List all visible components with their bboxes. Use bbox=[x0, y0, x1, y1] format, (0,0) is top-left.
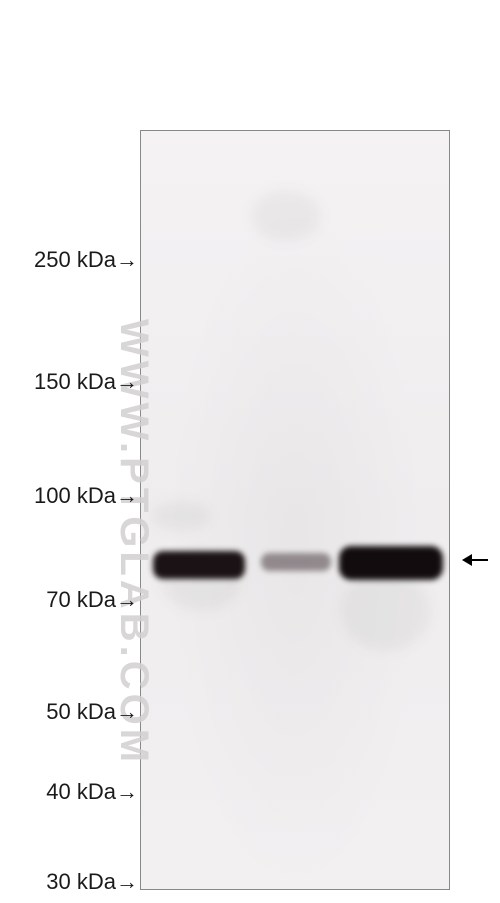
mw-text: 150 kDa bbox=[34, 369, 116, 394]
mw-marker-250: 250 kDa→ bbox=[0, 247, 138, 273]
band-hepg2 bbox=[153, 551, 245, 579]
lane-labels-group: HepG2 U-251 U-87 MG bbox=[0, 0, 500, 130]
mw-text: 100 kDa bbox=[34, 483, 116, 508]
arrow-icon: → bbox=[116, 699, 138, 724]
arrow-icon: → bbox=[116, 587, 138, 612]
mw-marker-30: 30 kDa→ bbox=[0, 869, 138, 895]
mw-text: 50 kDa bbox=[46, 699, 116, 724]
mw-marker-70: 70 kDa→ bbox=[0, 587, 138, 613]
blot-smudge bbox=[151, 501, 211, 531]
arrow-icon: → bbox=[116, 369, 138, 394]
arrow-icon: → bbox=[116, 869, 138, 894]
mw-text: 250 kDa bbox=[34, 247, 116, 272]
arrow-icon: → bbox=[116, 779, 138, 804]
mw-text: 40 kDa bbox=[46, 779, 116, 804]
mw-marker-50: 50 kDa→ bbox=[0, 699, 138, 725]
blot-smudge bbox=[341, 571, 431, 651]
mw-marker-100: 100 kDa→ bbox=[0, 483, 138, 509]
arrow-icon: → bbox=[116, 483, 138, 508]
band-u87mg bbox=[339, 546, 443, 580]
band-u251 bbox=[261, 553, 331, 571]
mw-marker-150: 150 kDa→ bbox=[0, 369, 138, 395]
mw-text: 30 kDa bbox=[46, 869, 116, 894]
blot-smudge bbox=[251, 191, 321, 241]
mw-text: 70 kDa bbox=[46, 587, 116, 612]
western-blot-figure: HepG2 U-251 U-87 MG WWW.PTGLAB.COM 250 k… bbox=[0, 0, 500, 903]
blot-membrane bbox=[140, 130, 450, 890]
arrow-icon: → bbox=[116, 247, 138, 272]
mw-marker-40: 40 kDa→ bbox=[0, 779, 138, 805]
